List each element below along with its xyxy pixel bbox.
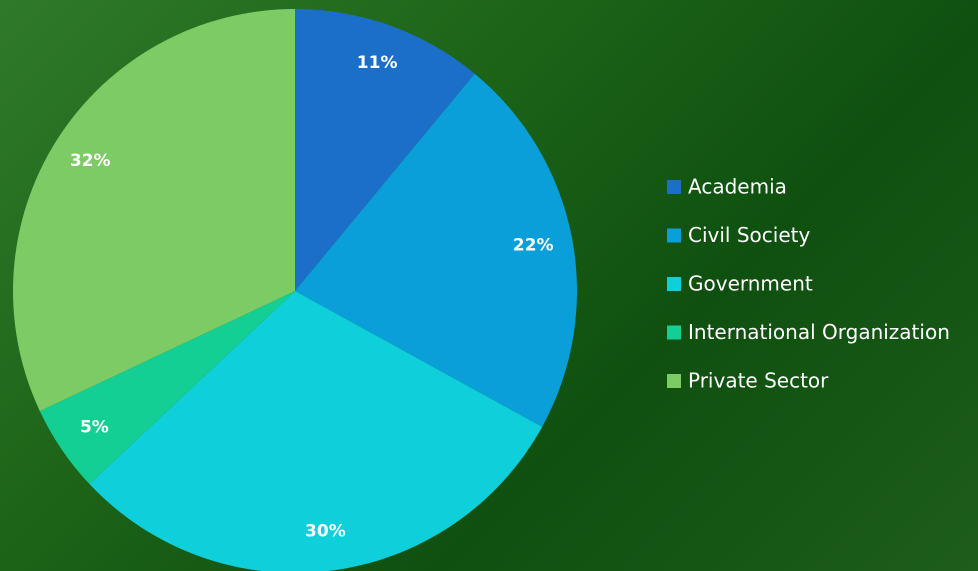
data-label: 32% [70,151,111,171]
pie-slice [12,9,295,412]
data-label: 22% [513,236,554,256]
legend-label: Civil Society [688,223,810,247]
legend-swatch [667,325,681,340]
legend-swatch [667,277,681,291]
pie-slice [295,73,577,427]
data-label: 11% [357,53,398,73]
legend-label: Government [688,272,813,296]
legend-label: Academia [688,175,787,199]
pie-slice [39,291,295,485]
legend-swatch [667,374,681,388]
data-label: 5% [80,417,109,437]
legend-swatch [667,180,681,194]
data-label: 30% [305,522,346,542]
pie-slice [295,9,475,291]
legend-label: Private Sector [688,369,829,393]
pie-slice [89,291,543,571]
legend-swatch [667,228,681,243]
legend-label: International Organization [688,320,950,344]
